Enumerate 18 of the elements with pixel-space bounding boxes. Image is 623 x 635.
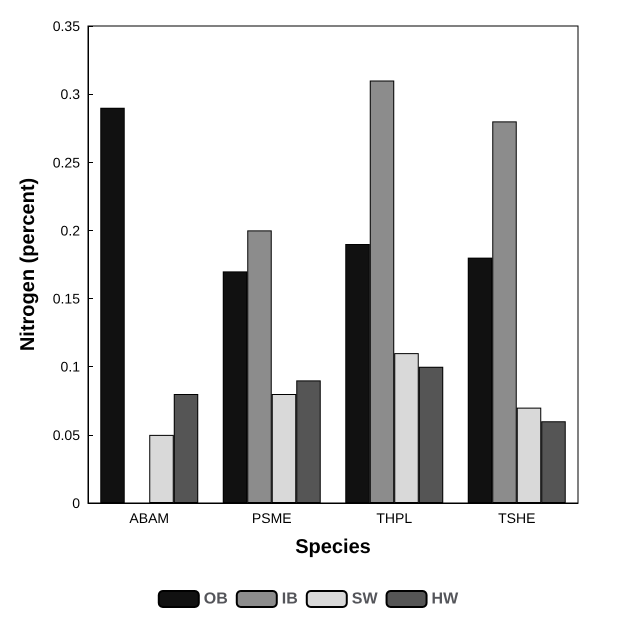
legend-label: IB: [282, 590, 298, 608]
x-tick-label: THPL: [376, 510, 412, 526]
y-axis-title: Nitrogen (percent): [17, 178, 39, 352]
y-tick-label: 0: [72, 495, 80, 511]
y-tick-label: 0.05: [52, 426, 80, 443]
legend-label: OB: [204, 590, 228, 608]
legend-label: HW: [432, 590, 460, 608]
legend-label: SW: [352, 590, 378, 608]
x-tick-label: PSME: [252, 510, 292, 526]
y-tick-label: 0.3: [60, 86, 80, 102]
y-tick-label: 0.15: [52, 290, 80, 307]
y-tick-label: 0.25: [52, 154, 80, 170]
x-tick-label: TSHE: [498, 510, 536, 526]
x-axis-title: Species: [295, 536, 371, 558]
x-tick-label: ABAM: [129, 510, 170, 526]
y-tick-label: 0.1: [60, 358, 80, 375]
y-tick-label: 0.35: [52, 18, 80, 34]
y-tick-label: 0.2: [60, 222, 80, 238]
